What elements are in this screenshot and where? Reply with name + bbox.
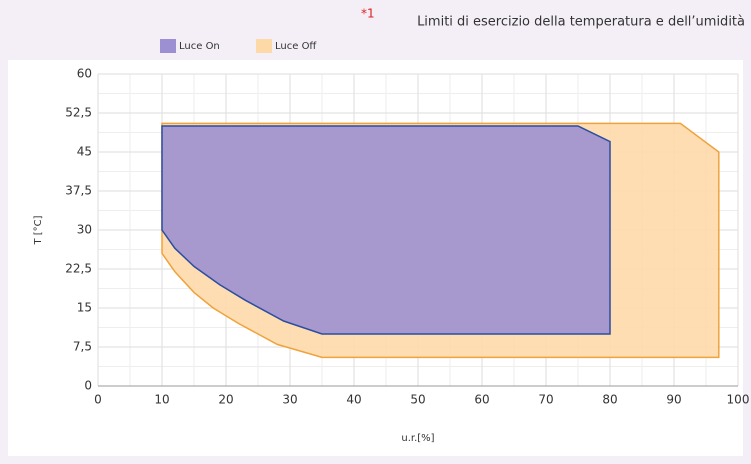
- x-tick-label: 50: [410, 393, 425, 407]
- y-tick-label: 22,5: [65, 262, 92, 276]
- y-tick-label: 0: [84, 379, 92, 393]
- y-tick-label: 30: [77, 223, 92, 237]
- x-tick-label: 30: [282, 393, 297, 407]
- x-axis-title: u.r.[%]: [401, 433, 434, 444]
- x-tick-label: 10: [154, 393, 169, 407]
- x-tick-label: 90: [666, 393, 681, 407]
- y-tick-label: 15: [77, 301, 92, 315]
- legend-label: Luce On: [179, 41, 220, 52]
- chart-title: Limiti di esercizio della temperatura e …: [417, 15, 745, 30]
- y-tick-label: 45: [77, 145, 92, 159]
- x-tick-label: 100: [727, 393, 750, 407]
- x-tick-label: 40: [346, 393, 361, 407]
- legend-label: Luce Off: [275, 41, 317, 52]
- x-tick-label: 0: [94, 393, 102, 407]
- x-tick-label: 20: [218, 393, 233, 407]
- area: [161, 125, 611, 335]
- legend-swatch: [256, 39, 272, 53]
- x-tick-label: 60: [474, 393, 489, 407]
- y-tick-label: 60: [77, 67, 92, 81]
- x-tick-label: 80: [602, 393, 617, 407]
- title-mark: *1: [361, 7, 375, 21]
- y-tick-label: 7,5: [73, 340, 92, 354]
- legend-swatch: [160, 39, 176, 53]
- y-axis-title: T [°C]: [33, 215, 44, 245]
- y-tick-label: 37,5: [65, 184, 92, 198]
- y-tick-label: 52,5: [65, 106, 92, 120]
- x-tick-label: 70: [538, 393, 553, 407]
